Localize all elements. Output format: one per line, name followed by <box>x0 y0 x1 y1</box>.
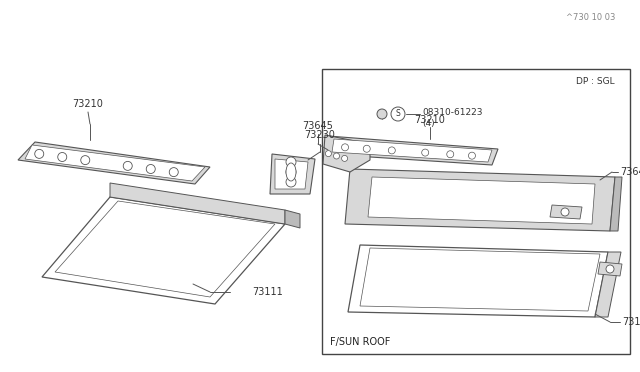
Circle shape <box>342 155 348 161</box>
Polygon shape <box>25 145 205 181</box>
Circle shape <box>447 151 454 158</box>
Polygon shape <box>345 169 615 231</box>
Polygon shape <box>42 197 285 304</box>
Polygon shape <box>110 183 285 224</box>
Polygon shape <box>275 159 308 189</box>
Text: 73111: 73111 <box>252 287 283 297</box>
Circle shape <box>606 265 614 273</box>
Polygon shape <box>595 252 621 317</box>
Polygon shape <box>610 177 622 231</box>
Polygon shape <box>270 154 315 194</box>
Circle shape <box>35 150 44 158</box>
Polygon shape <box>348 245 608 317</box>
Ellipse shape <box>286 163 296 181</box>
Circle shape <box>391 107 405 121</box>
Polygon shape <box>18 142 210 184</box>
Text: 73210: 73210 <box>72 99 104 109</box>
Circle shape <box>81 155 90 165</box>
Circle shape <box>325 151 332 157</box>
Circle shape <box>342 144 349 151</box>
Circle shape <box>561 208 569 216</box>
Text: F/SUN ROOF: F/SUN ROOF <box>330 337 390 347</box>
Text: 73645: 73645 <box>303 121 333 131</box>
Circle shape <box>286 177 296 187</box>
Text: 73640: 73640 <box>620 167 640 177</box>
Circle shape <box>422 149 429 156</box>
Polygon shape <box>550 205 582 219</box>
Text: S: S <box>396 109 401 119</box>
Text: 73210: 73210 <box>415 115 445 125</box>
Text: 73111: 73111 <box>622 317 640 327</box>
Polygon shape <box>285 210 300 228</box>
Text: 08310-61223
(4): 08310-61223 (4) <box>422 108 483 128</box>
Bar <box>322 69 630 354</box>
Circle shape <box>147 164 156 173</box>
Circle shape <box>58 153 67 161</box>
Circle shape <box>169 168 179 177</box>
Text: DP : SGL: DP : SGL <box>577 77 615 87</box>
Circle shape <box>333 153 339 159</box>
Polygon shape <box>323 135 370 172</box>
Text: ^730 10 03: ^730 10 03 <box>566 13 615 22</box>
Polygon shape <box>368 177 595 224</box>
Circle shape <box>286 157 296 167</box>
Polygon shape <box>325 136 498 165</box>
Circle shape <box>388 147 396 154</box>
Circle shape <box>364 145 371 152</box>
Circle shape <box>377 109 387 119</box>
Polygon shape <box>598 262 622 276</box>
Circle shape <box>468 152 476 159</box>
Text: 73230: 73230 <box>305 130 335 140</box>
Polygon shape <box>332 139 492 162</box>
Circle shape <box>286 167 296 177</box>
Circle shape <box>124 161 132 170</box>
